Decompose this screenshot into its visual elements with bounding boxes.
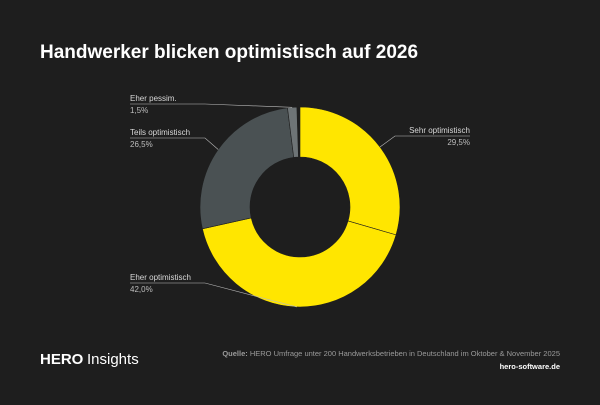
website: hero-software.de (500, 362, 560, 371)
value-label: 29,5% (447, 138, 470, 147)
leader-line (130, 282, 297, 308)
donut-slice (299, 106, 401, 236)
value-label: 42,0% (130, 285, 153, 294)
slice-label: Eher optimistisch (130, 273, 191, 282)
slice-label: Eher pessim. (130, 94, 177, 103)
source-text: HERO Umfrage unter 200 Handwerksbetriebe… (250, 349, 560, 358)
leader-line (379, 135, 470, 148)
slice-label: Teils optimistisch (130, 128, 190, 137)
leader-line (130, 137, 219, 150)
value-label: 26,5% (130, 140, 153, 149)
brand-logo: HERO Insights (40, 351, 139, 368)
value-label: 1,5% (130, 106, 148, 115)
source: Quelle: HERO Umfrage unter 200 Handwerks… (222, 349, 560, 358)
slice-label: Sehr optimistisch (409, 126, 470, 135)
brand: HERO (40, 351, 84, 368)
donut-slice (202, 217, 397, 308)
chart-title: Handwerker blicken optimistisch auf 2026 (40, 42, 418, 63)
brand-suffix: Insights (87, 351, 139, 368)
leader-line (130, 103, 293, 108)
source-label: Quelle: (222, 349, 247, 358)
donut-slice (199, 107, 295, 230)
